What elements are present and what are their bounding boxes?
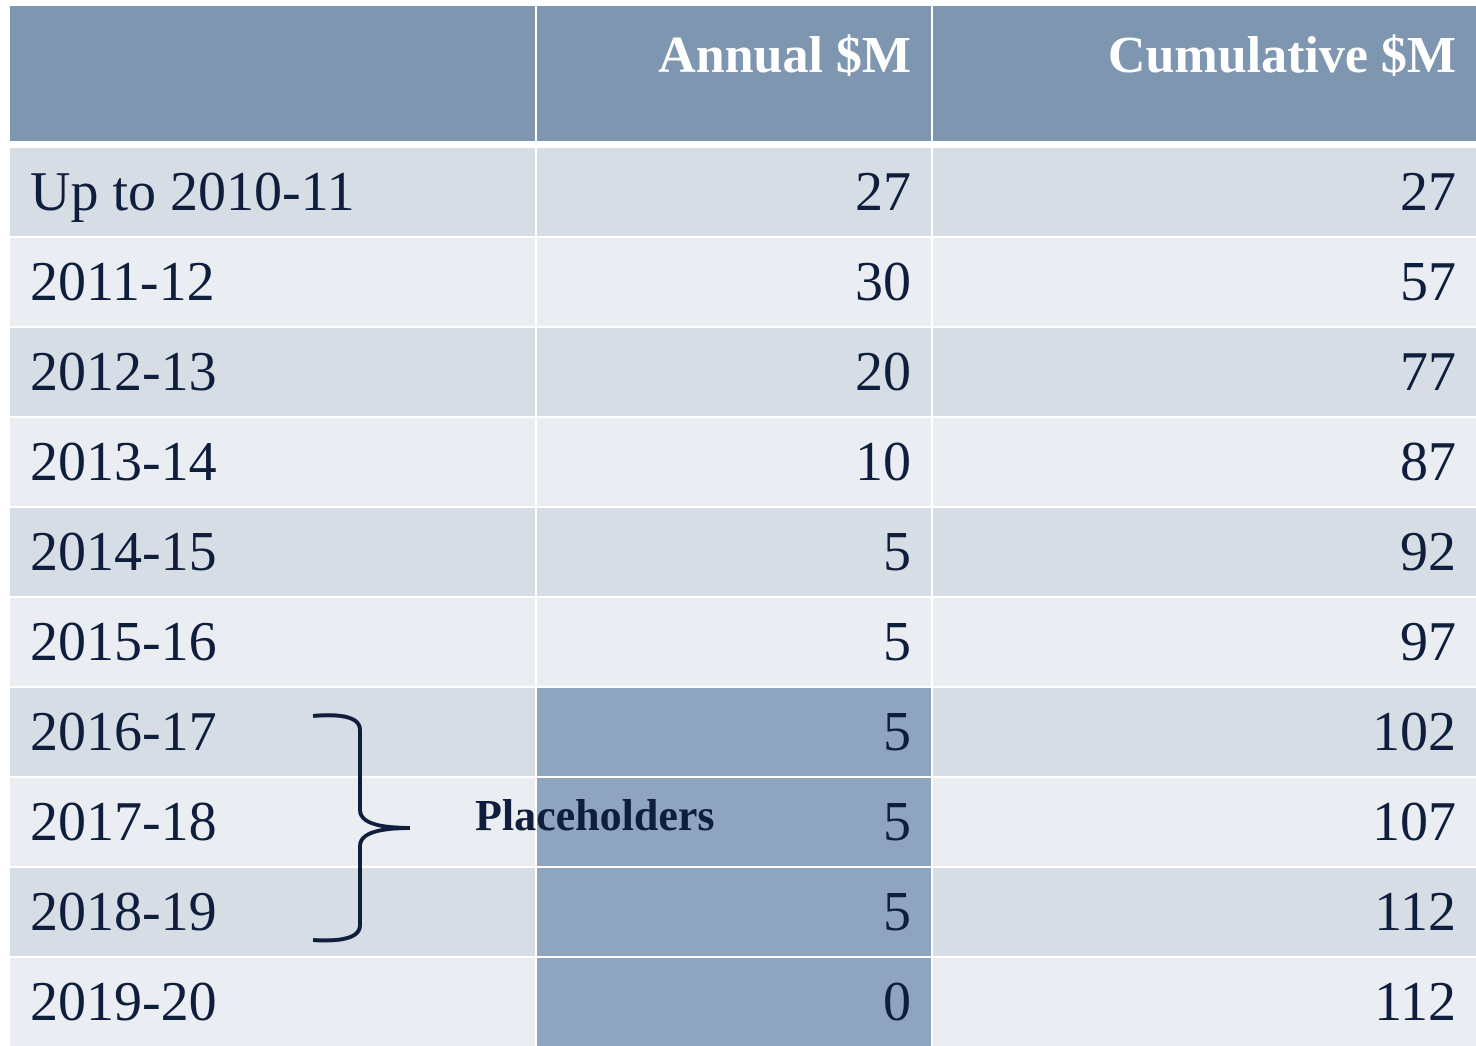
row-label: 2018-19 <box>10 868 535 956</box>
row-label: 2012-13 <box>10 328 535 416</box>
value-cell: 30 <box>537 238 931 326</box>
value-cell: 5 <box>537 598 931 686</box>
value-cell: 112 <box>933 868 1476 956</box>
annotation: Placeholders <box>475 791 715 840</box>
value-cell: 27 <box>933 148 1476 236</box>
value-cell: 87 <box>933 418 1476 506</box>
row-label: 2019-20 <box>10 958 535 1046</box>
value-cell: 20 <box>537 328 931 416</box>
row-label: 2017-18 <box>10 778 535 866</box>
value-cell: 102 <box>933 688 1476 776</box>
row-label: Up to 2010-11 <box>10 148 535 236</box>
value-cell: 10 <box>537 418 931 506</box>
value-cell: 92 <box>933 508 1476 596</box>
value-cell: 107 <box>933 778 1476 866</box>
value-cell: 27 <box>537 148 931 236</box>
row-label: 2016-17 <box>10 688 535 776</box>
value-cell: 57 <box>933 238 1476 326</box>
value-cell: 0 <box>537 958 931 1046</box>
value-cell: 5 <box>537 778 931 866</box>
value-cell: 5 <box>537 868 931 956</box>
header-cell: Cumulative $M <box>933 6 1476 141</box>
value-cell: 77 <box>933 328 1476 416</box>
header-cell: Annual $M <box>537 6 931 141</box>
value-cell: 5 <box>537 508 931 596</box>
value-cell: 112 <box>933 958 1476 1046</box>
value-cell: 97 <box>933 598 1476 686</box>
value-cell: 5 <box>537 688 931 776</box>
row-label: 2011-12 <box>10 238 535 326</box>
header-cell <box>10 6 535 141</box>
row-label: 2014-15 <box>10 508 535 596</box>
brace-path <box>312 713 411 943</box>
row-label: 2015-16 <box>10 598 535 686</box>
row-label: 2013-14 <box>10 418 535 506</box>
